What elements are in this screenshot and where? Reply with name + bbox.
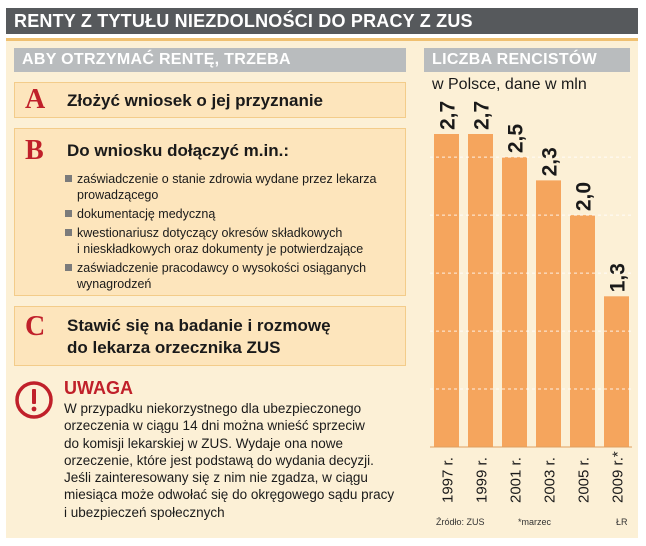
value-label: 2,0: [573, 182, 596, 211]
bar-1999: [468, 134, 493, 447]
chart-subtitle: w Polsce, dane w mln: [432, 76, 587, 93]
warning-text: W przypadku niekorzystnego dla ubezpiecz…: [64, 401, 395, 520]
step-c-letter: C: [25, 311, 46, 342]
page-title: RENTY Z TYTUŁU NIEZDOLNOŚCI DO PRACY Z Z…: [14, 11, 473, 31]
category-label: 2009 r.*: [610, 451, 627, 503]
bar-2003: [536, 180, 561, 448]
bar-1997: [434, 134, 459, 447]
bar-2001: [502, 157, 527, 447]
bullet-square-icon: [65, 229, 72, 236]
footnote: *marzec: [518, 517, 552, 527]
credit: ŁR: [616, 517, 628, 527]
category-label: 2001 r.: [508, 457, 525, 503]
list-item: zaświadczenie o stanie zdrowia wydane pr…: [65, 171, 401, 203]
category-label: 1999 r.: [474, 457, 491, 503]
bullet-square-icon: [65, 175, 72, 182]
value-label: 2,3: [539, 147, 562, 176]
requirements-heading: ABY OTRZYMAĆ RENTĘ, TRZEBA: [14, 48, 406, 72]
chart-title: LICZBA RENCISTÓW: [424, 48, 630, 72]
value-label: 2,5: [505, 124, 528, 154]
bar-2009: [604, 296, 629, 447]
value-label: 2,7: [471, 101, 494, 130]
step-c-box: C Stawić się na badanie i rozmowę do leka…: [14, 306, 406, 366]
value-label: 1,3: [607, 263, 630, 292]
step-b-letter: B: [25, 135, 44, 166]
category-label: 1997 r.: [440, 457, 457, 503]
header-bar: RENTY Z TYTUŁU NIEZDOLNOŚCI DO PRACY Z Z…: [6, 8, 638, 34]
list-item: dokumentację medyczną: [65, 206, 401, 222]
attachment-list: zaświadczenie o stanie zdrowia wydane pr…: [65, 171, 401, 295]
step-b-box: B Do wniosku dołączyć m.in.: zaświadczen…: [14, 128, 406, 296]
step-a-letter: A: [25, 84, 46, 115]
step-c-title: Stawić się na badanie i rozmowę do lekarz…: [67, 316, 331, 357]
source-note: Źródło: ZUS: [436, 517, 485, 527]
list-item: kwestionariusz dotyczący okresów składko…: [65, 225, 401, 257]
warning-title: UWAGA: [64, 378, 133, 398]
category-label: 2005 r.: [576, 457, 593, 503]
step-b-title: Do wniosku dołączyć m.in.:: [67, 141, 289, 160]
exclamation-icon: [15, 381, 53, 419]
bullet-square-icon: [65, 264, 72, 271]
list-item: zaświadczenie pracodawcy o wysokości osi…: [65, 260, 401, 292]
category-label: 2003 r.: [542, 457, 559, 503]
warning-section: UWAGA W przypadku niekorzystnego dla ube…: [14, 376, 406, 526]
step-a-title: Złożyć wniosek o jej przyznanie: [67, 91, 324, 110]
step-a-box: A Złożyć wniosek o jej przyznanie: [14, 82, 406, 118]
bullet-square-icon: [65, 210, 72, 217]
value-label: 2,7: [437, 101, 460, 130]
